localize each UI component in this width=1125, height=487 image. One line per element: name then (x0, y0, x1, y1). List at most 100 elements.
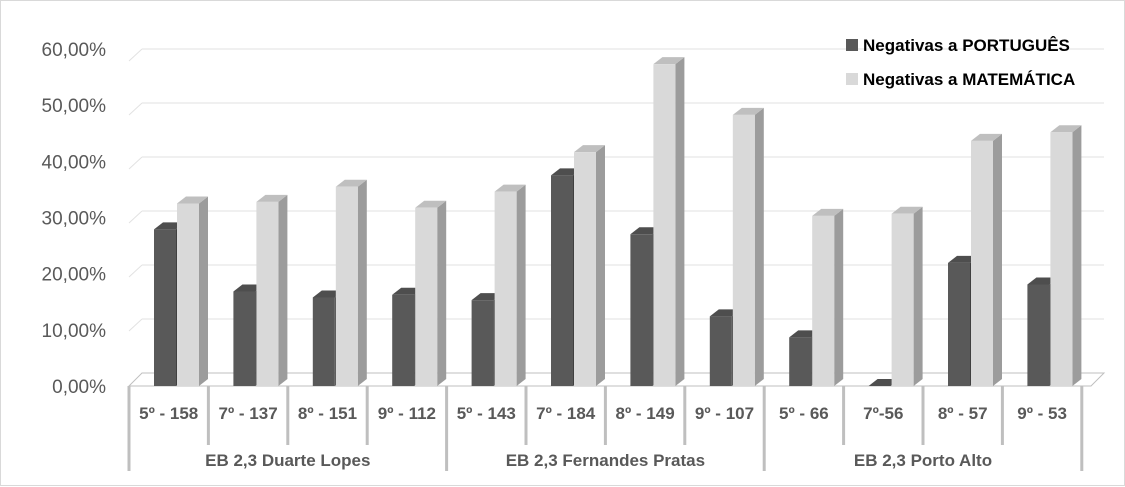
bar-front (971, 140, 993, 386)
x-category-label: 7º-56 (863, 404, 903, 423)
x-category-label: 9º - 107 (695, 404, 754, 423)
bar-front (335, 186, 358, 386)
bar-side (357, 179, 367, 386)
bar (335, 179, 367, 386)
y-tick-label: 30,00% (42, 209, 107, 230)
bar-front (177, 203, 199, 386)
bar (415, 200, 447, 386)
bar-top (653, 57, 685, 65)
bar-front (709, 316, 732, 386)
bar-front (392, 294, 415, 386)
bar-front (154, 229, 176, 386)
gridline-side (128, 264, 143, 278)
x-category-label: 5º - 143 (457, 404, 516, 423)
gridline-side (128, 102, 143, 116)
bar-side (516, 184, 526, 386)
bar-top (335, 179, 367, 187)
bar (574, 145, 605, 386)
y-axis: 0,00% 10,00% 20,00% 30,00% 40,00% 50,00% 60,00… (42, 40, 107, 398)
x-category-label: 9º - 112 (378, 404, 436, 423)
bar (177, 196, 208, 386)
y-tick-label: 60,00% (42, 40, 107, 61)
bar-front (471, 300, 494, 386)
x-category-label: 7º - 184 (536, 404, 596, 423)
legend: Negativas a PORTUGUÊS Negativas a MATEMÁT… (846, 36, 1075, 89)
bar-front (1027, 284, 1050, 386)
bar-front (312, 297, 335, 386)
gridlines (128, 48, 1104, 332)
x-category-label: 8º - 149 (616, 404, 675, 423)
gridline-side (128, 318, 143, 332)
bar-top (971, 133, 1002, 141)
y-tick-label: 50,00% (42, 96, 107, 117)
bar-front (732, 114, 755, 387)
bar-top (812, 208, 844, 216)
x-category-label: 9º - 53 (1017, 404, 1067, 423)
bar-top (1050, 125, 1082, 133)
x-category-label: 5º - 158 (139, 404, 198, 423)
bar (256, 194, 288, 386)
bar (494, 184, 526, 386)
legend-label: Negativas a PORTUGUÊS (863, 36, 1070, 55)
gridline-side (128, 210, 143, 224)
chart-floor (127, 372, 1106, 387)
legend-label: Negativas a MATEMÁTICA (863, 70, 1075, 89)
bar-front (812, 215, 835, 386)
bar-front (789, 337, 812, 386)
bar (653, 57, 685, 386)
bars (154, 57, 1082, 387)
bar-top (177, 196, 208, 204)
x-group-label: EB 2,3 Fernandes Pratas (506, 451, 705, 470)
bar (891, 206, 923, 386)
bar-top (256, 194, 288, 202)
bar-side (199, 196, 208, 386)
x-category-label: 5º - 66 (779, 404, 829, 423)
bar-side (675, 57, 685, 386)
x-category-label: 7º - 137 (219, 404, 278, 423)
bar-front (653, 64, 676, 386)
bar-side (437, 200, 447, 386)
bar-top (891, 206, 923, 214)
bar (732, 107, 764, 387)
bar (971, 133, 1002, 386)
bar-front (551, 175, 573, 386)
bar-top (415, 200, 447, 208)
bar-side (278, 194, 288, 386)
bar-top (494, 184, 526, 192)
y-tick-label: 0,00% (52, 377, 106, 398)
y-tick-label: 20,00% (42, 265, 107, 286)
bar-side (993, 133, 1002, 386)
x-axis: 5º - 158 7º - 137 8º - 151 9º - 112 5º - 143… (127, 386, 1084, 471)
bar-front (574, 152, 596, 386)
x-category-label: 8º - 151 (298, 404, 357, 423)
bar-front (1050, 132, 1073, 386)
bar (812, 208, 844, 386)
bar (1050, 125, 1082, 386)
legend-swatch (846, 39, 858, 51)
bar-side (596, 145, 605, 386)
bar-front (630, 234, 653, 386)
x-category-label: 8º - 57 (938, 404, 988, 423)
gridline-side (128, 48, 143, 62)
chart-floor-outline (127, 372, 1106, 387)
bar-front (415, 207, 438, 386)
gridline-side (128, 156, 143, 170)
bar-top (574, 145, 605, 153)
bar-top (732, 107, 764, 115)
bar-front (494, 191, 517, 386)
bar-front (891, 213, 914, 386)
bar-side (754, 107, 764, 387)
x-group-label: EB 2,3 Porto Alto (854, 451, 992, 470)
bar-side (913, 206, 923, 386)
bar-front (948, 262, 970, 386)
y-tick-label: 40,00% (42, 152, 107, 173)
x-group-label: EB 2,3 Duarte Lopes (205, 451, 370, 470)
y-tick-label: 10,00% (42, 321, 107, 342)
bar-front (256, 201, 279, 386)
bar-side (834, 208, 844, 386)
legend-swatch (846, 73, 858, 85)
bar-side (1072, 125, 1082, 386)
bar-front (233, 291, 256, 386)
